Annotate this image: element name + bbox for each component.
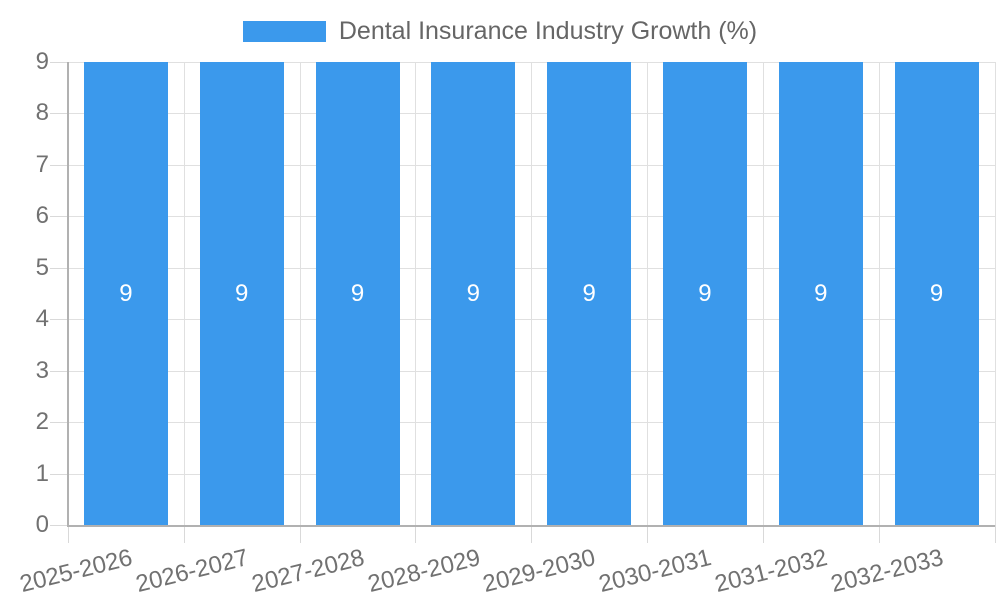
y-axis-tick — [50, 62, 68, 63]
gridline-vertical — [994, 62, 996, 525]
y-axis-tick-label: 7 — [35, 150, 49, 178]
y-axis-tick — [50, 370, 68, 372]
y-axis-tick-label: 4 — [35, 305, 49, 333]
bar-value-label: 9 — [119, 279, 133, 307]
bar-value-label: 9 — [814, 279, 828, 307]
bar[interactable] — [894, 62, 979, 525]
y-axis-tick — [50, 164, 68, 166]
x-axis-tick — [994, 525, 996, 543]
bar[interactable] — [199, 62, 284, 525]
bar[interactable] — [662, 62, 747, 525]
y-axis-tick — [50, 525, 68, 526]
bar-value-label: 9 — [582, 279, 596, 307]
gridline-vertical — [878, 62, 880, 525]
y-axis-tick — [50, 319, 68, 321]
x-axis-tick-label: 2027-2028 — [248, 544, 367, 598]
y-axis-tick — [50, 216, 68, 218]
x-axis-tick — [762, 525, 764, 543]
gridline-vertical — [647, 62, 649, 525]
legend-swatch-icon — [242, 20, 326, 42]
x-axis-tick-label: 2028-2029 — [364, 544, 483, 598]
y-axis-tick-label: 5 — [35, 253, 49, 281]
bar-value-label: 9 — [350, 279, 365, 307]
gridline-vertical — [183, 62, 185, 525]
x-axis-tick-label: 2031-2032 — [712, 544, 831, 598]
x-axis-tick-label: 2026-2027 — [133, 544, 252, 598]
y-axis-tick — [50, 267, 68, 269]
x-axis-tick-label: 2030-2031 — [596, 544, 715, 598]
x-axis-tick-label: 2029-2030 — [480, 544, 599, 598]
x-axis-tick — [299, 525, 301, 543]
y-axis-tick — [50, 422, 68, 424]
x-axis-tick — [415, 525, 417, 543]
gridline-vertical — [415, 62, 417, 525]
x-axis-tick — [647, 525, 649, 543]
bar-value-label: 9 — [929, 279, 944, 307]
y-axis-tick-label: 9 — [35, 48, 49, 75]
bar-value-label: 9 — [466, 279, 481, 307]
y-axis-line — [67, 62, 69, 527]
y-axis-tick-label: 3 — [35, 356, 49, 384]
x-axis-tick — [878, 525, 880, 543]
legend-label: Dental Insurance Industry Growth (%) — [338, 17, 758, 45]
y-axis-tick-label: 1 — [35, 459, 49, 487]
y-axis-tick — [50, 473, 68, 475]
y-axis-tick-label: 0 — [35, 511, 49, 538]
x-axis-tick — [183, 525, 185, 543]
bar[interactable] — [547, 62, 632, 525]
bar[interactable] — [83, 62, 168, 525]
chart-legend[interactable]: Dental Insurance Industry Growth (%) — [0, 15, 1000, 47]
bar[interactable] — [431, 62, 516, 525]
x-axis-line — [67, 525, 995, 527]
y-axis-tick-label: 8 — [35, 99, 49, 127]
y-axis-tick — [50, 113, 68, 115]
x-axis-tick-label: 2025-2026 — [17, 544, 136, 598]
gridline-vertical — [531, 62, 533, 525]
y-axis-tick-label: 2 — [35, 408, 49, 436]
x-axis-tick-label: 2032-2033 — [827, 544, 946, 598]
gridline-vertical — [299, 62, 301, 525]
bar[interactable] — [778, 62, 863, 525]
bar-value-label: 9 — [235, 279, 249, 307]
y-axis-tick-label: 6 — [35, 202, 49, 230]
x-axis-tick — [68, 525, 69, 543]
bar-value-label: 9 — [698, 279, 712, 307]
x-axis-tick — [531, 525, 533, 543]
bar[interactable] — [315, 62, 400, 525]
gridline-vertical — [762, 62, 764, 525]
